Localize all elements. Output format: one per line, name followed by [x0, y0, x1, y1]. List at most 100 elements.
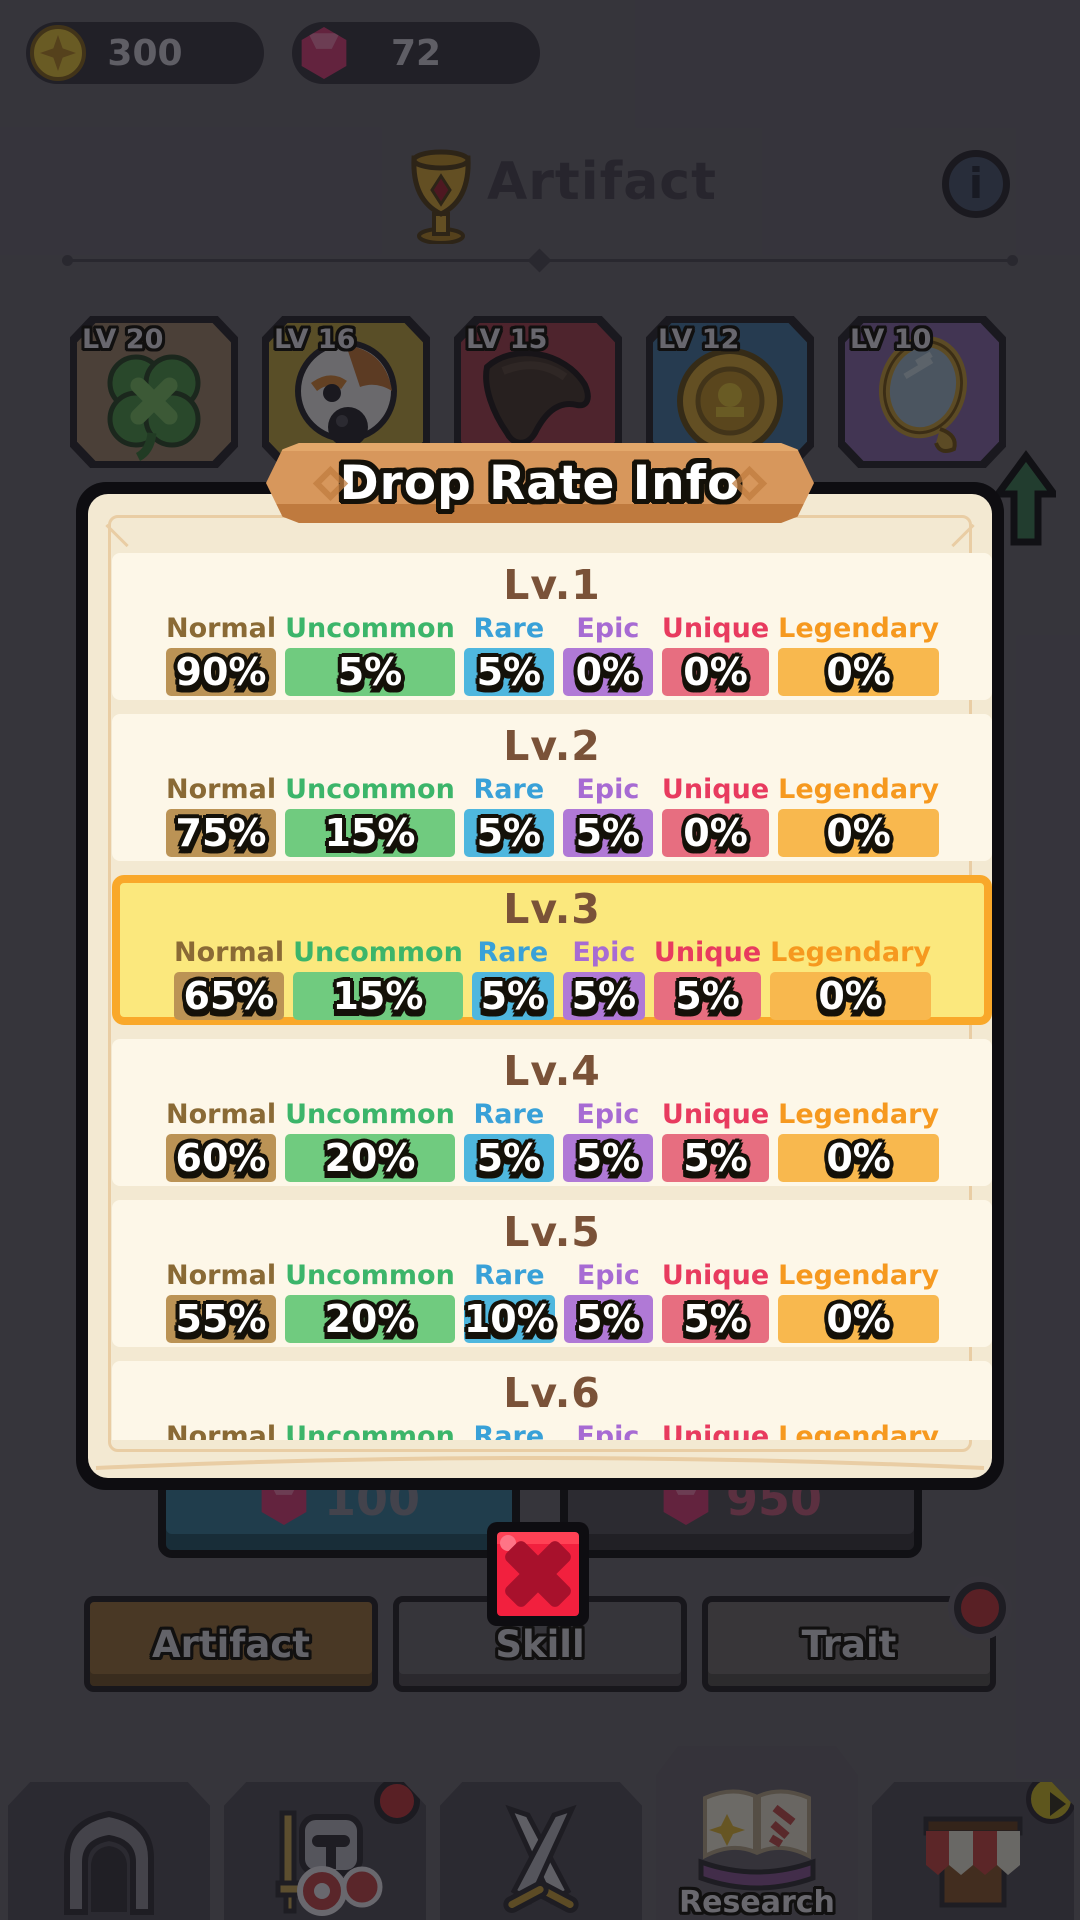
drop-rate-value: 5%	[562, 809, 653, 857]
rarity-label: Rare	[473, 1260, 545, 1291]
rarity-column-normal: Normal 65%	[174, 937, 285, 1020]
close-button[interactable]	[487, 1522, 589, 1626]
rarity-column-rare: Rare 5%	[463, 774, 554, 857]
rarity-columns: Normal 55% Uncommon 20% Rare 10% Epic 5% Unique 5…	[166, 1260, 939, 1343]
rarity-column-legendary: Legendary	[778, 1421, 939, 1440]
rarity-label: Legendary	[778, 1260, 939, 1291]
drop-rate-value: 0%	[770, 972, 931, 1020]
rarity-label: Epic	[576, 1421, 640, 1440]
rarity-column-unique: Unique 0%	[661, 774, 770, 857]
rarity-label: Normal	[174, 937, 285, 968]
level-title: Lv.3	[503, 885, 601, 933]
drop-rate-sections: Lv.1 Normal 90% Uncommon 5% Rare 5% Epic 0% Uniqu…	[112, 553, 992, 1440]
rarity-label: Uncommon	[285, 1260, 455, 1291]
rarity-column-normal: Normal 55%	[166, 1260, 277, 1343]
rarity-label: Legendary	[778, 613, 939, 644]
drop-rate-value: 5%	[463, 1134, 554, 1182]
drop-rate-section-lv5: Lv.5 Normal 55% Uncommon 20% Rare 10% Epic 5% Uni…	[112, 1200, 992, 1347]
drop-rate-value: 5%	[661, 1295, 770, 1343]
rarity-label: Legendary	[778, 774, 939, 805]
rarity-column-normal: Normal 60%	[166, 1099, 277, 1182]
drop-rate-value: 5%	[463, 648, 554, 696]
rarity-label: Epic	[576, 1260, 640, 1291]
rarity-column-unique: Unique	[662, 1421, 769, 1440]
rarity-column-normal: Normal 75%	[166, 774, 277, 857]
rarity-column-unique: Unique 5%	[661, 1099, 770, 1182]
drop-rate-value: 0%	[778, 809, 939, 857]
drop-rate-value: 15%	[293, 972, 463, 1020]
drop-rate-value: 15%	[285, 809, 455, 857]
level-title: Lv.4	[503, 1047, 601, 1095]
drop-rate-value: 5%	[661, 1134, 770, 1182]
drop-rate-value: 75%	[166, 809, 277, 857]
drop-rate-value: 60%	[166, 1134, 277, 1182]
rarity-label: Legendary	[778, 1099, 939, 1130]
rarity-label: Rare	[473, 774, 545, 805]
drop-rate-value: 20%	[285, 1134, 455, 1182]
rarity-label: Legendary	[778, 1421, 939, 1440]
modal-panel: Lv.1 Normal 90% Uncommon 5% Rare 5% Epic 0% Uniqu…	[88, 494, 992, 1478]
rarity-label: Normal	[166, 1260, 277, 1291]
rarity-label: Epic	[576, 1099, 640, 1130]
drop-rate-value: 10%	[463, 1295, 555, 1343]
level-title: Lv.1	[503, 561, 601, 609]
drop-rate-value: 5%	[471, 972, 554, 1020]
rarity-columns: Normal 60% Uncommon 20% Rare 5% Epic 5% Unique 5%…	[166, 1099, 939, 1182]
drop-rate-value: 5%	[285, 648, 455, 696]
rarity-label: Epic	[572, 937, 636, 968]
rarity-label: Normal	[166, 613, 277, 644]
drop-rate-value: 5%	[563, 1295, 653, 1343]
rarity-column-epic: Epic 5%	[562, 1099, 653, 1182]
rarity-column-unique: Unique 5%	[661, 1260, 770, 1343]
drop-rate-value: 20%	[285, 1295, 455, 1343]
rarity-column-epic: Epic 5%	[562, 937, 645, 1020]
rarity-column-normal: Normal 90%	[166, 613, 277, 696]
rarity-column-rare: Rare 5%	[463, 613, 554, 696]
rarity-columns: Normal 65% Uncommon 15% Rare 5% Epic 5% Unique 5%…	[174, 937, 931, 1020]
rarity-label: Uncommon	[285, 1421, 455, 1440]
rarity-column-legendary: Legendary 0%	[778, 774, 939, 857]
rarity-column-epic: Epic 5%	[563, 1260, 653, 1343]
rarity-column-rare: Rare 5%	[471, 937, 554, 1020]
rarity-columns: Normal Uncommon Rare Epic Unique Legendary	[166, 1421, 939, 1440]
close-icon	[497, 1532, 579, 1616]
drop-rate-value: 0%	[778, 1295, 939, 1343]
level-title: Lv.2	[503, 722, 601, 770]
rarity-column-uncommon: Uncommon 20%	[285, 1260, 455, 1343]
rarity-column-epic: Epic 0%	[562, 613, 653, 696]
rarity-label: Uncommon	[293, 937, 463, 968]
level-title: Lv.5	[503, 1208, 601, 1256]
rarity-label: Unique	[653, 937, 762, 968]
rarity-columns: Normal 90% Uncommon 5% Rare 5% Epic 0% Unique 0% L…	[166, 613, 939, 696]
rarity-column-legendary: Legendary 0%	[770, 937, 931, 1020]
rarity-label: Unique	[661, 1421, 770, 1440]
rarity-label: Unique	[661, 774, 770, 805]
drop-rate-value: 0%	[661, 648, 770, 696]
modal-title: Drop Rate Info	[339, 455, 741, 511]
rarity-column-uncommon: Uncommon	[285, 1421, 455, 1440]
drop-rate-value: 0%	[778, 1134, 939, 1182]
drop-rate-value: 5%	[562, 1134, 653, 1182]
drop-rate-value: 5%	[562, 972, 645, 1020]
rarity-column-unique: Unique 0%	[661, 613, 770, 696]
drop-rate-value: 55%	[166, 1295, 277, 1343]
modal-title-banner: Drop Rate Info	[266, 443, 814, 523]
drop-rate-value: 90%	[166, 648, 277, 696]
drop-rate-section-lv2: Lv.2 Normal 75% Uncommon 15% Rare 5% Epic 5% Uniq…	[112, 714, 992, 861]
rarity-column-uncommon: Uncommon 5%	[285, 613, 455, 696]
rarity-column-uncommon: Uncommon 15%	[285, 774, 455, 857]
rarity-label: Uncommon	[285, 613, 455, 644]
rarity-column-unique: Unique 5%	[653, 937, 762, 1020]
rarity-column-uncommon: Uncommon 15%	[293, 937, 463, 1020]
rarity-label: Epic	[576, 613, 640, 644]
rarity-label: Unique	[661, 1099, 770, 1130]
rarity-label: Normal	[166, 1099, 277, 1130]
rarity-label: Rare	[477, 937, 549, 968]
drop-rate-section-lv6: Lv.6 Normal Uncommon Rare Epic Unique Legendar…	[112, 1361, 992, 1440]
drop-rate-value: 0%	[661, 809, 770, 857]
rarity-label: Rare	[473, 1099, 545, 1130]
drop-rate-value: 5%	[463, 809, 554, 857]
rarity-column-uncommon: Uncommon 20%	[285, 1099, 455, 1182]
drop-rate-value: 0%	[562, 648, 653, 696]
